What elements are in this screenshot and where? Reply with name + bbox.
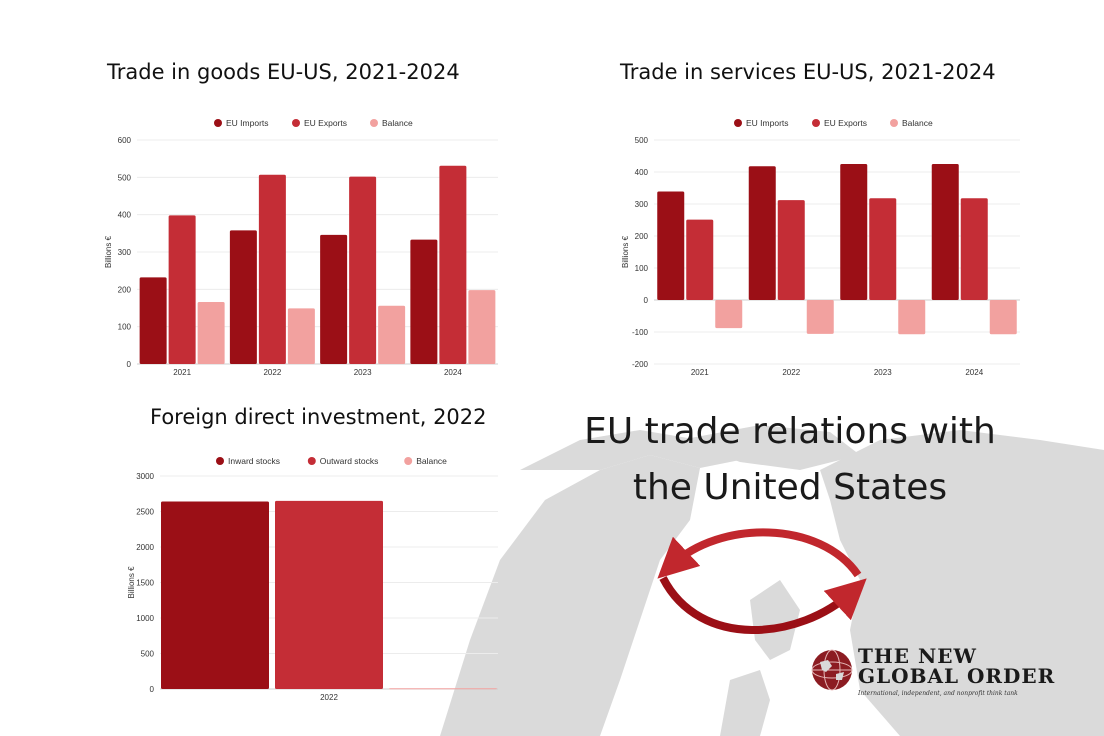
y-tick-label: 1000 — [136, 614, 154, 623]
bar-eu-imports[interactable] — [139, 277, 167, 364]
legend-label[interactable]: Balance — [382, 118, 413, 128]
bar-eu-imports[interactable] — [229, 230, 257, 364]
arrow-eu-to-us — [657, 528, 862, 579]
legend-label[interactable]: EU Exports — [304, 118, 347, 128]
headline-line-2: the United States — [632, 467, 948, 508]
y-tick-label: 0 — [644, 296, 649, 305]
x-tick-label: 2022 — [263, 368, 281, 377]
bar-balance[interactable] — [806, 300, 834, 334]
legend-label[interactable]: Balance — [902, 118, 933, 128]
bar-balance[interactable] — [715, 300, 743, 329]
y-tick-label: 0 — [150, 685, 155, 694]
arrow-us-to-eu — [659, 576, 867, 634]
legend-swatch — [734, 119, 742, 127]
legend-swatch — [890, 119, 898, 127]
legend-label[interactable]: EU Imports — [226, 118, 269, 128]
y-tick-label: 3000 — [136, 472, 154, 481]
bar-eu-exports[interactable] — [439, 165, 467, 364]
x-tick-label: 2022 — [320, 693, 338, 702]
headline: EU trade relations with the United State… — [560, 404, 1020, 516]
y-tick-label: 200 — [635, 232, 649, 241]
y-tick-label: 200 — [118, 285, 132, 294]
y-tick-label: 600 — [118, 136, 132, 145]
legend-swatch — [307, 457, 316, 465]
legend-swatch — [812, 119, 820, 127]
legend-swatch — [292, 119, 300, 127]
x-tick-label: 2023 — [874, 368, 892, 377]
logo-line-2: GLOBAL ORDER — [858, 664, 1056, 688]
bar-balance[interactable] — [468, 290, 496, 364]
legend-label[interactable]: EU Imports — [746, 118, 789, 128]
y-tick-label: 400 — [118, 211, 132, 220]
bar-eu-exports[interactable] — [869, 198, 897, 300]
bar-eu-imports[interactable] — [931, 164, 959, 300]
bar-outward-stocks[interactable] — [275, 500, 383, 689]
legend-swatch — [370, 119, 378, 127]
x-tick-label: 2021 — [173, 368, 191, 377]
bar-eu-imports[interactable] — [840, 164, 868, 300]
y-tick-label: -200 — [632, 360, 649, 369]
bar-eu-exports[interactable] — [349, 176, 377, 364]
y-axis-label: Billions € — [621, 235, 630, 268]
legend-swatch — [404, 457, 413, 465]
x-tick-label: 2022 — [782, 368, 800, 377]
world-map-land — [440, 425, 1104, 736]
bar-eu-exports[interactable] — [258, 174, 286, 364]
bar-balance[interactable] — [378, 305, 406, 364]
legend-label[interactable]: EU Exports — [824, 118, 867, 128]
x-tick-label: 2024 — [965, 368, 983, 377]
globe-emblem-icon — [811, 649, 853, 691]
y-tick-label: -100 — [632, 328, 649, 337]
y-tick-label: 0 — [127, 360, 132, 369]
bar-eu-exports[interactable] — [777, 200, 805, 300]
logo-line-1: THE NEW — [858, 644, 977, 668]
bar-balance[interactable] — [389, 688, 497, 690]
legend-label[interactable]: Balance — [416, 456, 447, 466]
x-tick-label: 2021 — [691, 368, 709, 377]
fdi-chart-title: Foreign direct investment, 2022 — [150, 405, 487, 429]
y-tick-label: 100 — [635, 264, 649, 273]
y-tick-label: 500 — [118, 173, 132, 182]
legend-swatch — [216, 457, 224, 465]
legend-label[interactable]: Inward stocks — [228, 456, 280, 466]
legend-swatch — [214, 119, 222, 127]
services-chart-title: Trade in services EU-US, 2021-2024 — [620, 60, 996, 84]
goods-chart-title: Trade in goods EU-US, 2021-2024 — [107, 60, 460, 84]
y-tick-label: 100 — [118, 323, 132, 332]
logo-name: THE NEW GLOBAL ORDER — [858, 646, 1055, 686]
y-tick-label: 2000 — [136, 543, 154, 552]
bar-balance[interactable] — [287, 308, 315, 364]
y-axis-label: Billions € — [127, 566, 136, 599]
bar-eu-imports[interactable] — [748, 166, 776, 300]
bar-eu-exports[interactable] — [686, 219, 714, 300]
bar-eu-imports[interactable] — [320, 234, 348, 364]
x-tick-label: 2024 — [444, 368, 462, 377]
y-tick-label: 400 — [635, 168, 649, 177]
bar-balance[interactable] — [989, 300, 1017, 335]
legend-label[interactable]: Outward stocks — [320, 456, 379, 466]
y-tick-label: 300 — [118, 248, 132, 257]
bar-eu-exports[interactable] — [960, 198, 988, 300]
bar-eu-imports[interactable] — [657, 191, 685, 300]
bar-inward-stocks[interactable] — [161, 501, 269, 689]
y-tick-label: 1500 — [136, 579, 154, 588]
logo: THE NEW GLOBAL ORDER International, inde… — [810, 646, 1070, 706]
bar-balance[interactable] — [898, 300, 926, 335]
y-tick-label: 500 — [141, 650, 155, 659]
bar-eu-exports[interactable] — [168, 215, 196, 364]
logo-tagline: International, independent, and nonprofi… — [858, 690, 1018, 697]
bar-balance[interactable] — [197, 302, 225, 364]
headline-line-1: EU trade relations with — [584, 411, 996, 452]
y-axis-label: Billions € — [104, 235, 113, 268]
y-tick-label: 300 — [635, 200, 649, 209]
y-tick-label: 2500 — [136, 508, 154, 517]
bar-eu-imports[interactable] — [410, 239, 438, 364]
x-tick-label: 2023 — [354, 368, 372, 377]
y-tick-label: 500 — [635, 136, 649, 145]
